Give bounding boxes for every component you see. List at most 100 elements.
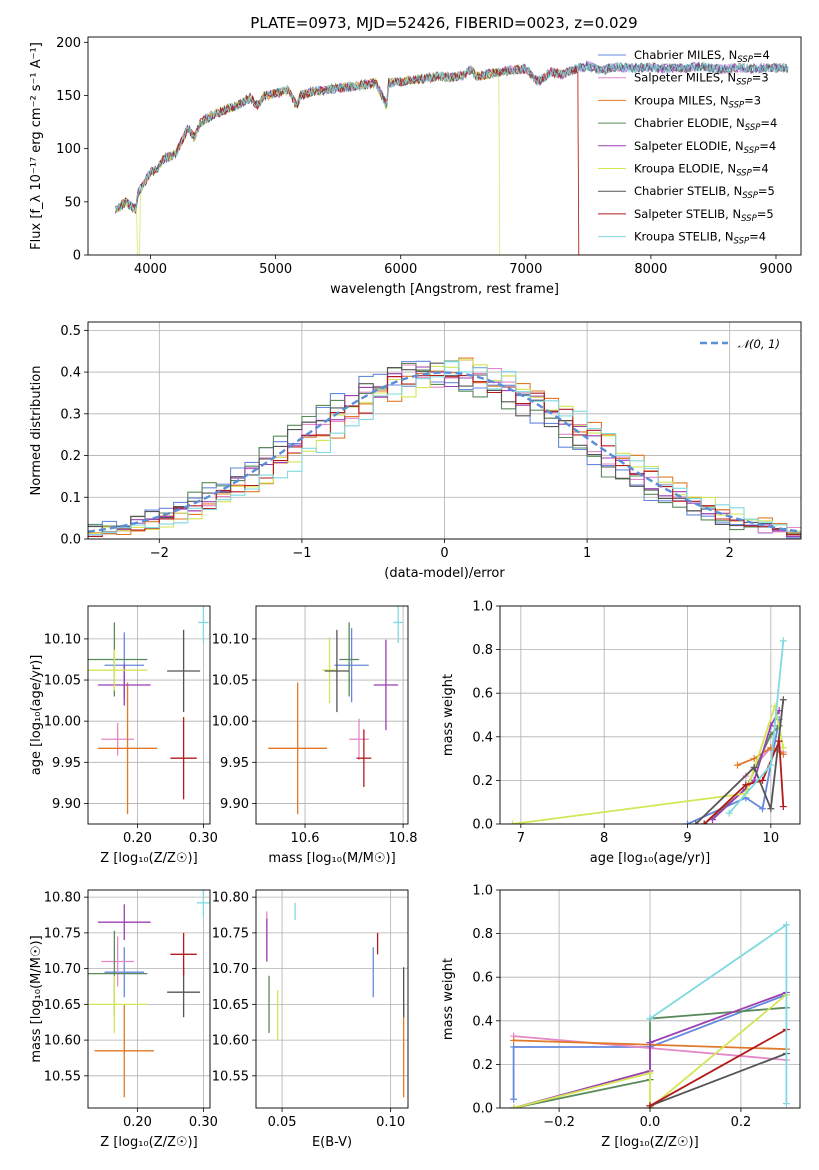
residuals-xtick-label: −1 [292,546,311,561]
residuals-ytick-label: 0.5 [60,324,81,339]
weight-vs-Z-series-line [649,1028,787,1107]
residuals-frame [87,321,802,540]
spectrum-legend-label: Chabrier STELIB, NSSP=5 [634,184,775,201]
weight-vs-age-point-marker [742,781,750,789]
weight-vs-Z-point-marker [646,1015,654,1023]
weight-vs-age-point-marker [684,820,691,824]
age-vs-mass-ytick-label: 10.05 [212,674,249,689]
weight-vs-age-ylabel: mass weight [441,674,456,756]
weight-vs-age-ytick-label: 0.6 [472,687,493,702]
spectrum-frame [87,36,802,256]
residuals-histogram-step [88,366,801,537]
weight-vs-age-point-marker [700,820,708,824]
weight-vs-Z-ytick-label: 0.6 [472,971,493,986]
weight-vs-age-point-marker [779,750,787,758]
weight-vs-Z-point-marker [646,1069,654,1077]
spectrum-legend-label: Salpeter MILES, NSSP=3 [634,71,769,88]
spectrum-xtick-label: 9000 [759,262,792,277]
weight-vs-Z-xtick-label: −0.2 [543,1115,575,1130]
weight-vs-age-xtick-label: 7 [517,831,525,846]
weight-vs-age-series-line [695,699,785,824]
age-vs-mass-ytick-label: 10.00 [212,715,249,730]
spectrum-ytick-label: 100 [56,142,81,157]
gaussian-curve [88,371,801,533]
spectrum-legend-label: Chabrier ELODIE, NSSP=4 [634,116,777,133]
mass-vs-EBV-ytick-label: 10.65 [212,998,249,1013]
spectrum-legend-label: Chabrier MILES, NSSP=4 [634,48,770,65]
residuals-axes: −2 −1 0 1 2 0.0 0.1 0.2 0.3 0.4 0.5 (data-model)/er… [29,322,801,581]
age-vs-mass-axes: 10.6 10.8 9.90 9.95 10.00 10.05 10.10 mass [log… [212,606,418,866]
age-vs-Z-xtick-label: 0.30 [189,831,218,846]
weight-vs-age-point-marker [759,776,766,784]
weight-vs-age-point-marker [767,805,775,813]
age-vs-Z-ytick-label: 10.10 [44,632,81,647]
weight-vs-Z-ytick-label: 0.0 [472,1102,493,1117]
spectrum-legend-label: Kroupa MILES, NSSP=3 [634,93,761,110]
age-vs-Z-points [88,606,209,815]
spectrum-ylabel: Flux [f_λ 10⁻¹⁷ erg cm⁻² s⁻¹ A⁻¹] [29,42,44,250]
weight-vs-age-point-marker [725,809,733,817]
weight-vs-Z-point-marker [510,1043,518,1051]
weight-vs-age-point-marker [692,820,700,824]
weight-vs-age-ytick-label: 0.8 [472,643,493,658]
residuals-xtick-label: 2 [726,546,734,561]
mass-vs-EBV-xlabel: E(B-V) [312,1135,352,1150]
age-vs-mass-xtick-label: 10.8 [389,831,418,846]
age-vs-Z-ytick-label: 9.95 [52,756,81,771]
weight-vs-age-point-marker [509,820,516,824]
age-vs-mass-frame [255,605,409,825]
weight-vs-Z-ylabel: mass weight [441,958,456,1040]
weight-vs-age-series-line [728,640,785,814]
spectrum-ytick-label: 50 [64,195,81,210]
residuals-legend-label: 𝒩(0, 1) [738,337,780,351]
spectrum-xlabel: wavelength [Angstrom, rest frame] [330,282,559,297]
spectrum-xtick-label: 7000 [509,262,542,277]
age-vs-Z-frame [87,605,211,825]
weight-vs-Z-point-marker [782,1100,790,1108]
age-vs-Z-ylabel: age [log₁₀(age/yr)] [29,655,44,776]
weight-vs-Z-point-marker [510,1095,518,1103]
weight-vs-Z-point-marker [782,921,790,929]
weight-vs-Z-series-line [649,1052,787,1108]
residuals-xlabel: (data-model)/error [384,566,505,581]
spectrum-ytick-label: 0 [73,249,81,264]
spectrum-xtick-label: 6000 [384,262,417,277]
mass-vs-EBV-points [266,902,405,1098]
weight-vs-Z-series-line [512,993,787,1100]
age-vs-Z-ytick-label: 9.90 [52,797,81,812]
weight-vs-age-series-line [512,702,785,824]
mass-vs-Z-points [88,890,210,1098]
age-vs-Z-ytick-label: 10.05 [44,674,81,689]
spectrum-legend: Chabrier MILES, NSSP=4 Salpeter MILES, NS… [598,48,777,247]
weight-vs-age-point-marker [779,696,787,704]
residuals-ytick-label: 0.4 [60,366,81,381]
age-vs-Z-xtick-label: 0.20 [123,831,152,846]
weight-vs-age-point-marker [779,803,787,811]
mass-vs-EBV-ytick-label: 10.80 [212,891,249,906]
spectrum-xtick-label: 8000 [634,262,667,277]
mass-vs-EBV-ytick-label: 10.75 [212,926,249,941]
residuals-xtick-label: 0 [440,546,448,561]
spectrum-ytick-label: 200 [56,36,81,51]
mass-vs-Z-ytick-label: 10.75 [44,926,81,941]
weight-vs-age-xlabel: age [log₁₀(age/yr)] [590,851,711,866]
mass-vs-EBV-xtick-label: 0.10 [376,1115,405,1130]
residuals-histograms [88,357,801,539]
mass-vs-EBV-ytick-label: 10.70 [212,962,249,977]
figure-title: PLATE=0973, MJD=52426, FIBERID=0023, z=0… [250,14,637,32]
spectrum-series-line [115,64,788,255]
spectrum-legend-label: Kroupa ELODIE, NSSP=4 [634,162,769,179]
spectrum-axes: 4000 5000 6000 7000 8000 9000 0 50 100 150 200 wave… [29,36,793,297]
weight-vs-Z-axes: −0.2 0.0 0.2 0.0 0.2 0.4 0.6 0.8 1.0 Z [log₁₀(Z/Z… [441,884,800,1150]
weight-vs-Z-series-line [513,991,787,1108]
weight-vs-age-point-marker [775,737,783,745]
residuals-ytick-label: 0.0 [60,533,81,548]
weight-vs-Z-xtick-label: 0.2 [731,1115,752,1130]
residuals-ylabel: Normed distribution [29,366,44,496]
spectrum-xtick-label: 4000 [134,262,167,277]
spectrum-lines [115,59,789,255]
mass-vs-EBV-xtick-label: 0.05 [268,1115,297,1130]
residuals-xtick-label: −2 [150,546,169,561]
mass-vs-Z-ytick-label: 10.60 [44,1034,81,1049]
weight-vs-age-axes: 7 8 9 10 0.0 0.2 0.4 0.6 0.8 1.0 age [log₁₀(age/yr… [441,600,800,866]
